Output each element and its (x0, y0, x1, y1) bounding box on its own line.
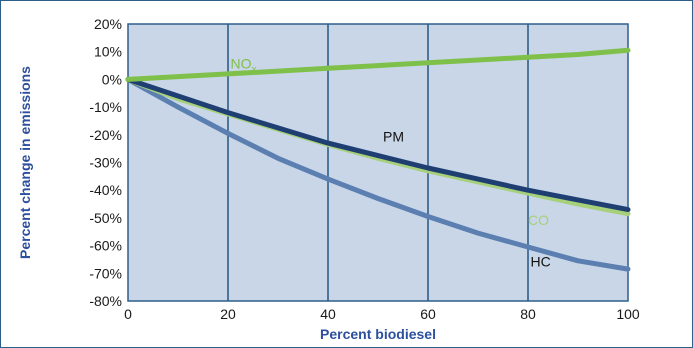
x-tick-label: 80 (520, 306, 536, 322)
plot-area (127, 23, 629, 302)
series-line-pm (125, 76, 631, 213)
y-tick-label: -80% (89, 293, 122, 309)
series-line-nox (125, 47, 631, 82)
series-label-hc: HC (531, 253, 551, 269)
x-tick-label: 40 (320, 306, 336, 322)
y-tick-label: -40% (89, 182, 122, 198)
x-tick-label: 0 (124, 306, 132, 322)
y-tick-label: -60% (89, 238, 122, 254)
y-tick-label: 10% (94, 44, 122, 60)
y-axis-ticks: 20% 10% 0% -10% -20% -30% -40% -50% -60% -70% -80% (89, 16, 122, 309)
series-label-pm: PM (383, 129, 404, 145)
x-axis-title: Percent biodiesel (320, 326, 436, 342)
y-tick-label: -50% (89, 210, 122, 226)
y-tick-label: 20% (94, 16, 122, 32)
x-tick-label: 20 (220, 306, 236, 322)
series-labels: NOx PM CO HC (231, 55, 551, 269)
series-lines (125, 47, 631, 272)
y-tick-label: -70% (89, 265, 122, 281)
y-tick-label: -30% (89, 155, 122, 171)
y-tick-label: -10% (89, 99, 122, 115)
y-axis-title: Percent change in emissions (17, 66, 33, 259)
series-label-co: CO (528, 212, 549, 228)
series-line-hc (125, 76, 631, 272)
x-tick-label: 60 (420, 306, 436, 322)
series-label-nox: NOx (231, 55, 257, 75)
y-tick-label: -20% (89, 127, 122, 143)
y-tick-label: 0% (102, 71, 122, 87)
x-tick-label: 100 (616, 306, 640, 322)
x-axis-ticks: 0 20 40 60 80 100 (124, 306, 640, 322)
